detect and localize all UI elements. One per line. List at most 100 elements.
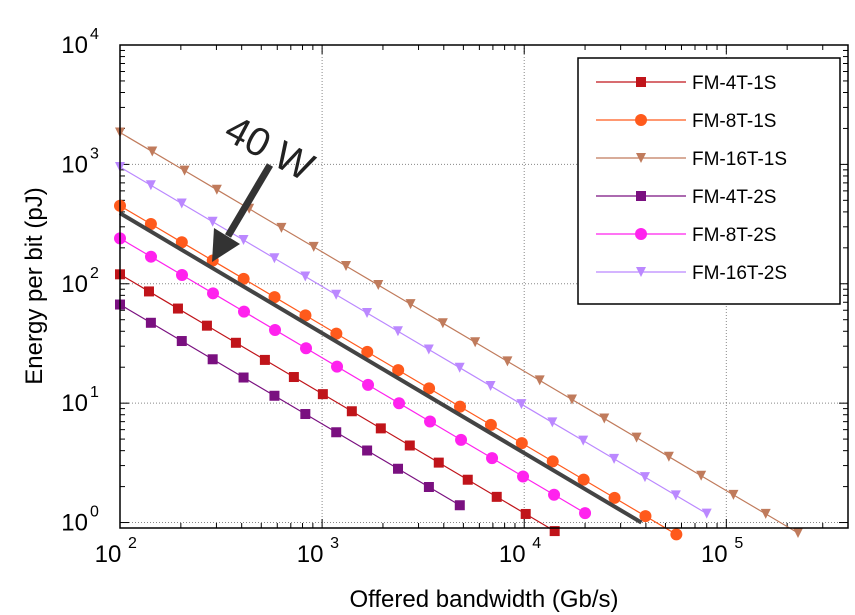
x-axis-title: Offered bandwidth (Gb/s) — [349, 586, 618, 613]
data-point — [639, 510, 652, 523]
data-point — [179, 165, 190, 176]
y-tick-label: 10 — [61, 510, 88, 537]
data-point — [701, 508, 712, 519]
data-point — [201, 320, 212, 331]
data-point — [147, 146, 158, 157]
data-point — [793, 527, 804, 538]
data-point — [454, 362, 465, 373]
series-line — [119, 166, 708, 515]
legend-label: FM-16T-1S — [692, 149, 787, 170]
data-point — [331, 427, 342, 438]
data-point — [144, 218, 157, 231]
y-tick-label: 10 — [61, 151, 88, 178]
data-point — [211, 184, 222, 195]
y-tick-label: 10 — [61, 32, 88, 59]
x-tick-label: 10 — [499, 541, 526, 568]
annotation-arrow-shaft — [224, 163, 274, 238]
data-point — [259, 354, 270, 365]
data-point — [145, 317, 156, 328]
data-point — [639, 472, 650, 483]
data-point — [341, 260, 352, 271]
data-point — [299, 309, 312, 322]
series-FM-16T-2S — [115, 162, 712, 519]
data-point — [176, 198, 187, 209]
data-point — [392, 364, 405, 377]
reference-line-layer — [118, 211, 643, 525]
data-point — [172, 303, 183, 314]
data-point — [269, 390, 280, 401]
data-point — [567, 394, 578, 405]
y-tick-label: 10 — [61, 390, 88, 417]
legend-entry: FM-8T-2S — [596, 225, 776, 246]
data-point — [502, 356, 513, 367]
data-point — [455, 433, 468, 446]
data-point — [268, 291, 281, 304]
data-point — [423, 344, 434, 355]
data-point — [330, 327, 343, 340]
legend-entry: FM-16T-2S — [596, 263, 787, 284]
data-point — [238, 235, 249, 246]
data-point — [609, 453, 620, 464]
annotation-arrowhead — [212, 228, 240, 262]
data-point — [760, 508, 771, 519]
data-point — [145, 180, 156, 191]
y-axis-title: Energy per bit (pJ) — [21, 187, 48, 384]
legend-entry: FM-4T-2S — [596, 187, 776, 208]
data-point — [269, 253, 280, 264]
y-tick-label-exponent: 4 — [90, 26, 99, 43]
legend-label: FM-4T-2S — [692, 187, 776, 208]
data-point — [516, 399, 527, 410]
y-tick-label-exponent: 0 — [90, 504, 99, 521]
data-point — [269, 323, 282, 336]
series-FM-4T-1S — [115, 269, 560, 537]
reference-line-40w — [118, 211, 643, 525]
series-FM-16T-1S — [115, 127, 804, 538]
data-point — [470, 337, 481, 348]
data-point — [631, 432, 642, 443]
legend-label: FM-4T-1S — [692, 73, 776, 94]
data-point — [362, 378, 375, 391]
data-point — [454, 500, 465, 511]
data-point — [485, 380, 496, 391]
data-point — [308, 241, 319, 252]
y-tick-label-exponent: 2 — [90, 265, 99, 282]
data-point — [362, 307, 373, 318]
x-tick-label: 10 — [701, 541, 728, 568]
data-point — [453, 400, 466, 413]
legend-label: FM-8T-1S — [692, 111, 776, 132]
legend: FM-4T-1S FM-8T-1S FM-16T-1S FM-4T-2S FM-8T-2… — [577, 57, 841, 305]
data-point — [362, 445, 373, 456]
data-point — [375, 423, 386, 434]
data-point — [670, 490, 681, 501]
legend-marker — [636, 267, 646, 277]
data-point — [207, 354, 218, 365]
data-point — [404, 440, 415, 451]
x-tick-label-exponent: 5 — [734, 535, 743, 552]
data-point — [300, 342, 313, 355]
data-point — [547, 417, 558, 428]
data-point — [599, 413, 610, 424]
data-point — [520, 508, 531, 519]
data-point — [546, 455, 559, 468]
data-point — [237, 272, 250, 285]
data-point — [393, 463, 404, 474]
series-line — [119, 237, 586, 514]
data-point — [346, 406, 357, 417]
data-point — [207, 287, 220, 300]
data-point — [143, 286, 154, 297]
legend-marker — [636, 77, 646, 87]
x-tick-label-exponent: 4 — [532, 535, 541, 552]
x-tick-label-exponent: 3 — [330, 535, 339, 552]
data-point — [608, 491, 621, 504]
series-FM-8T-2S — [114, 232, 592, 520]
data-point — [176, 336, 187, 347]
data-point — [288, 372, 299, 383]
data-point — [484, 418, 497, 431]
minor-ticks — [119, 44, 849, 529]
plot-frame — [119, 44, 849, 529]
data-point — [393, 397, 406, 410]
data-point — [405, 299, 416, 310]
data-point — [392, 326, 403, 337]
series-line — [119, 273, 555, 532]
